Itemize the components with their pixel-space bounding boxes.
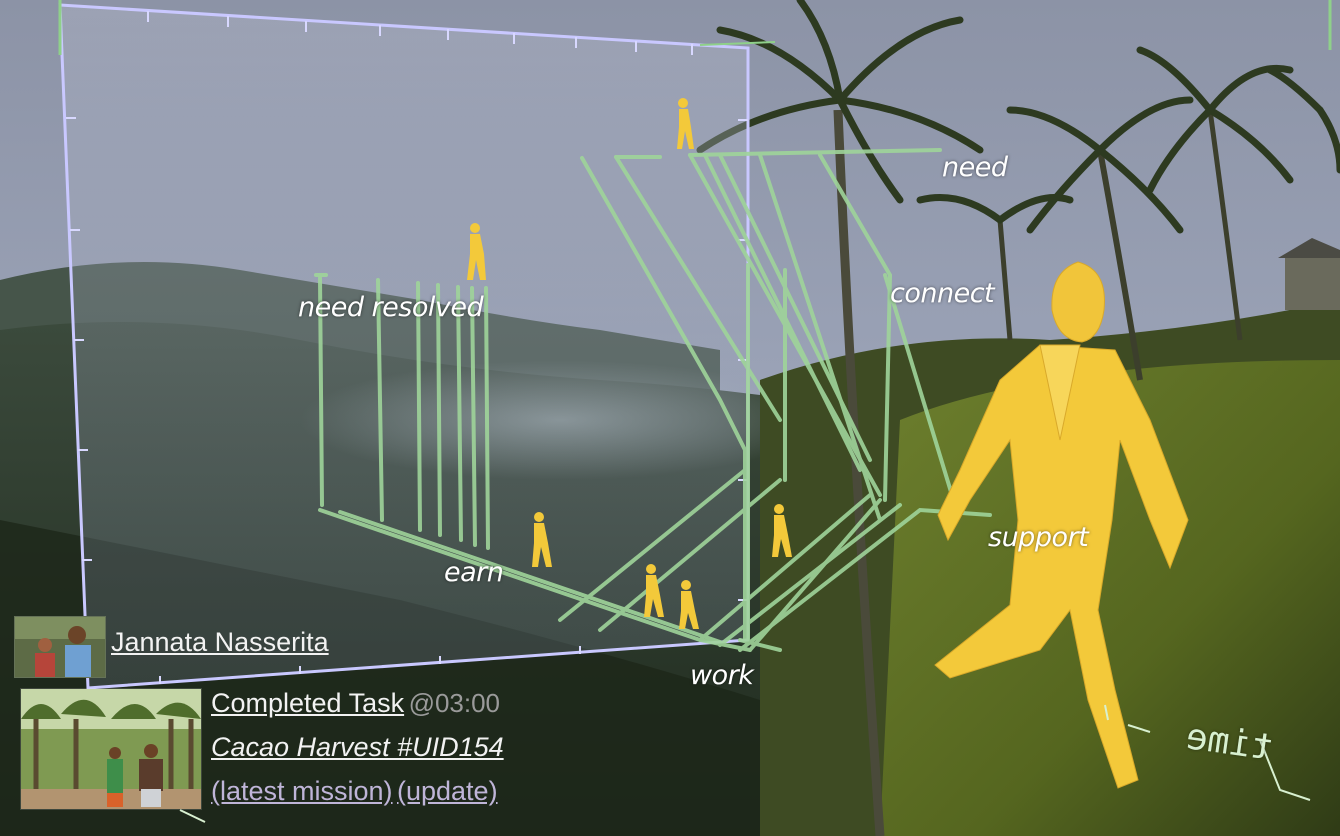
task-actions-row: (latest mission) (update) [211, 776, 498, 807]
task-title-row: Cacao Harvest #UID154 [211, 732, 504, 763]
task-timestamp: @03:00 [408, 688, 501, 718]
user-name-link[interactable]: Jannata Nasserita [111, 627, 329, 658]
update-link[interactable]: (update) [397, 776, 498, 806]
person-photo-icon[interactable] [14, 616, 106, 678]
label-need-resolved: need resolved [298, 292, 484, 323]
harvest-photo-icon[interactable] [20, 688, 202, 810]
task-status-row: Completed Task @03:00 [211, 688, 500, 719]
label-need: need [942, 152, 1008, 183]
label-support: support [988, 522, 1089, 553]
user-name[interactable]: Jannata Nasserita [111, 627, 329, 657]
latest-mission-link[interactable]: (latest mission) [211, 776, 393, 806]
label-connect: connect [890, 278, 995, 309]
label-earn: earn [444, 557, 504, 588]
task-status-link[interactable]: Completed Task [211, 688, 405, 718]
label-work: work [690, 660, 754, 691]
task-title-link[interactable]: Cacao Harvest #UID154 [211, 732, 504, 762]
